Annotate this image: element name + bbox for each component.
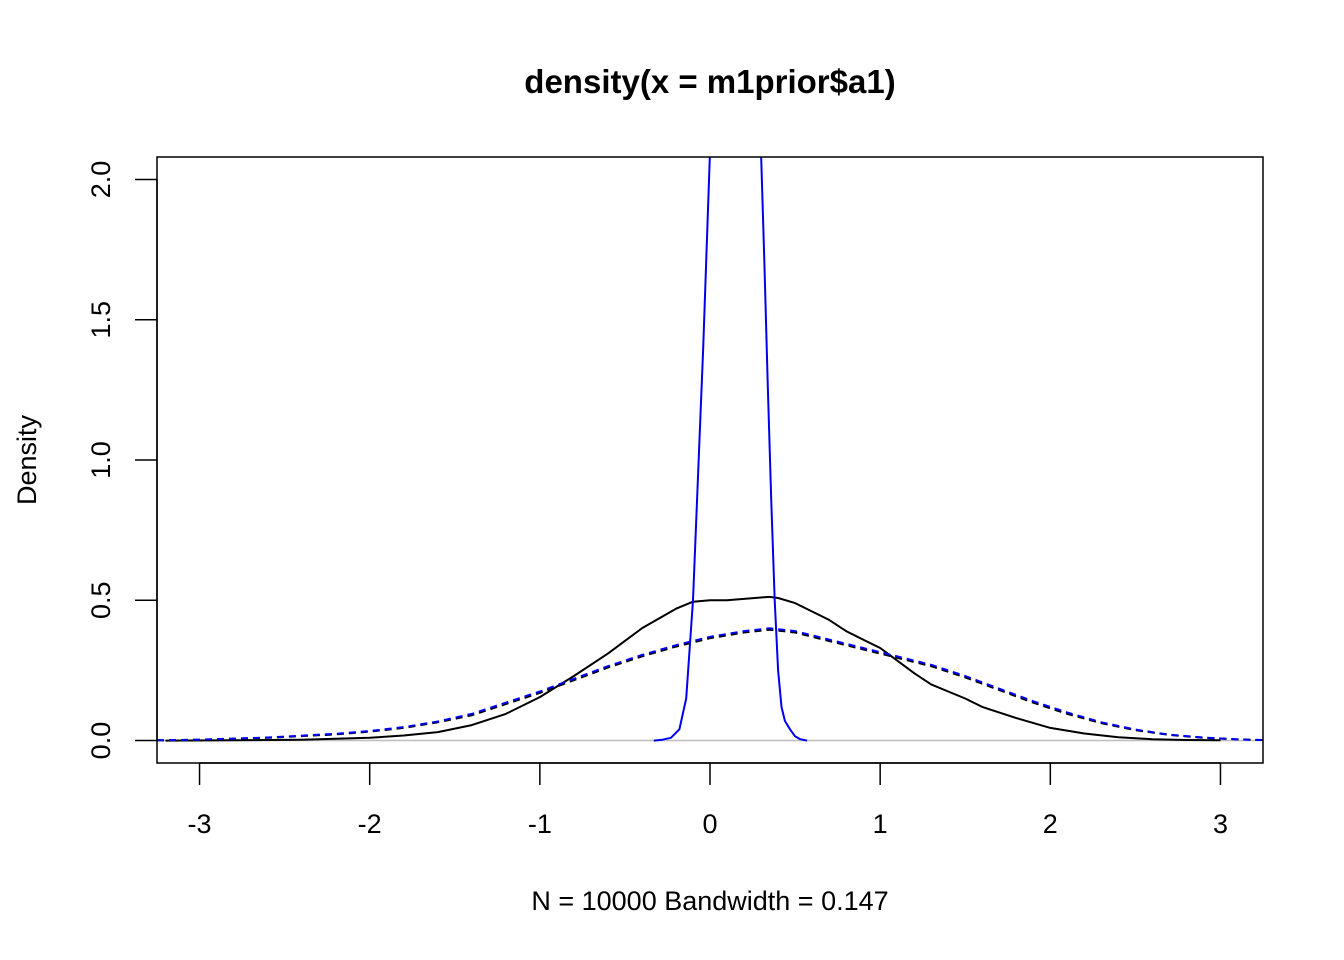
- x-tick-label: -1: [528, 809, 552, 839]
- chart-title: density(x = m1prior$a1): [524, 63, 895, 100]
- x-tick-label: 3: [1213, 809, 1228, 839]
- density-series-line-4: [653, 157, 808, 742]
- density-series-line-3: [157, 627, 1263, 742]
- y-tick-label: 0.5: [86, 582, 116, 620]
- y-tick-label: 0.0: [86, 722, 116, 760]
- x-axis-label: N = 10000 Bandwidth = 0.147: [531, 886, 888, 916]
- x-tick-label: 2: [1043, 809, 1058, 839]
- x-tick-label: -3: [188, 809, 212, 839]
- plot-frame: [156, 156, 1264, 764]
- y-tick-label: 2.0: [86, 161, 116, 199]
- y-tick-label: 1.5: [86, 301, 116, 339]
- y-tick-label: 1.0: [86, 441, 116, 479]
- x-tick-label: 0: [702, 809, 717, 839]
- x-tick-label: 1: [873, 809, 888, 839]
- y-axis-label: Density: [12, 414, 42, 505]
- x-tick-label: -2: [358, 809, 382, 839]
- density-series-line-1: [165, 595, 1221, 742]
- density-series-line-2: [157, 628, 1263, 742]
